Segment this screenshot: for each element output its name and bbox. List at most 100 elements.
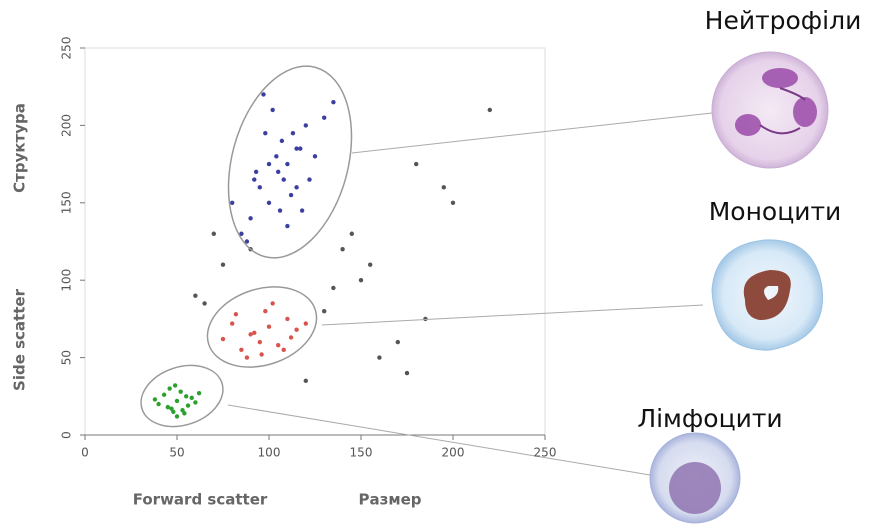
y-tick-label: 200	[60, 114, 74, 137]
point	[193, 400, 198, 405]
point	[174, 414, 180, 419]
point	[178, 389, 183, 394]
point	[285, 161, 290, 167]
annotation: Моноцити	[709, 197, 842, 226]
point	[322, 308, 327, 314]
x-tick-label: 200	[442, 446, 465, 460]
point	[270, 301, 275, 306]
point	[288, 335, 294, 340]
point	[211, 231, 216, 236]
point	[233, 312, 239, 317]
point	[220, 336, 226, 342]
point	[263, 130, 268, 136]
connector	[351, 112, 713, 154]
y-tick-label: 150	[60, 191, 74, 214]
point	[331, 99, 336, 105]
annotation: Нейтрофіли	[705, 6, 862, 35]
point	[276, 169, 281, 175]
point	[322, 115, 327, 120]
point	[441, 185, 446, 190]
point	[368, 262, 373, 267]
point	[404, 370, 410, 376]
point	[230, 200, 235, 205]
point	[184, 394, 189, 399]
point	[285, 316, 290, 322]
point	[202, 301, 207, 306]
point	[279, 138, 285, 144]
point	[288, 192, 294, 198]
point	[340, 247, 345, 252]
point	[252, 330, 257, 336]
point	[299, 208, 305, 213]
point	[281, 177, 286, 182]
gate	[227, 65, 353, 259]
x-tick-label: 250	[534, 446, 557, 460]
point	[423, 316, 428, 322]
x-tick-label: 50	[169, 446, 184, 460]
point	[182, 411, 187, 416]
point	[303, 123, 308, 128]
point	[239, 347, 244, 353]
point	[266, 161, 272, 167]
point	[358, 278, 364, 283]
y-label: Структура	[11, 103, 29, 193]
neutrophil-image	[711, 51, 829, 169]
point	[161, 392, 167, 397]
y-tick-label: 0	[60, 431, 74, 439]
point	[263, 308, 268, 314]
point	[165, 404, 170, 410]
y-tick-label: 100	[60, 269, 74, 292]
point	[239, 231, 244, 236]
point	[193, 293, 198, 298]
point	[259, 352, 264, 357]
point	[274, 154, 279, 159]
point	[395, 339, 400, 345]
point	[270, 107, 275, 113]
point	[303, 378, 308, 384]
connector	[227, 404, 651, 476]
connector	[321, 304, 704, 326]
point	[257, 185, 262, 190]
point	[156, 401, 161, 407]
point	[290, 130, 296, 136]
point	[277, 208, 283, 213]
points	[152, 92, 492, 419]
point	[244, 239, 250, 244]
point	[294, 185, 299, 190]
point	[169, 406, 174, 411]
gate	[140, 364, 224, 428]
x-label: Размер	[358, 491, 421, 509]
point	[196, 391, 202, 396]
point	[185, 403, 191, 408]
point	[248, 216, 253, 221]
point	[252, 177, 257, 182]
gate	[206, 286, 318, 368]
point	[248, 332, 253, 337]
y-tick-label: 50	[60, 350, 74, 365]
y-label: Side scatter	[11, 288, 29, 391]
point	[487, 107, 492, 113]
lymphocyte-image	[649, 432, 741, 524]
point	[174, 398, 180, 404]
point	[377, 355, 382, 360]
point	[244, 355, 250, 360]
annotation: Лімфоцити	[637, 404, 782, 433]
point	[167, 386, 172, 391]
point	[276, 343, 281, 348]
point	[266, 324, 272, 329]
point	[312, 154, 318, 159]
point	[152, 397, 158, 402]
point	[172, 383, 178, 388]
point	[257, 339, 262, 345]
y-tick-label: 250	[60, 37, 74, 60]
point	[298, 146, 303, 151]
point	[281, 347, 286, 353]
x-tick-label: 100	[258, 446, 281, 460]
point	[230, 321, 235, 326]
plot-frame	[84, 47, 546, 436]
x-label: Forward scatter	[133, 491, 268, 509]
point	[294, 146, 299, 151]
point	[303, 321, 308, 326]
